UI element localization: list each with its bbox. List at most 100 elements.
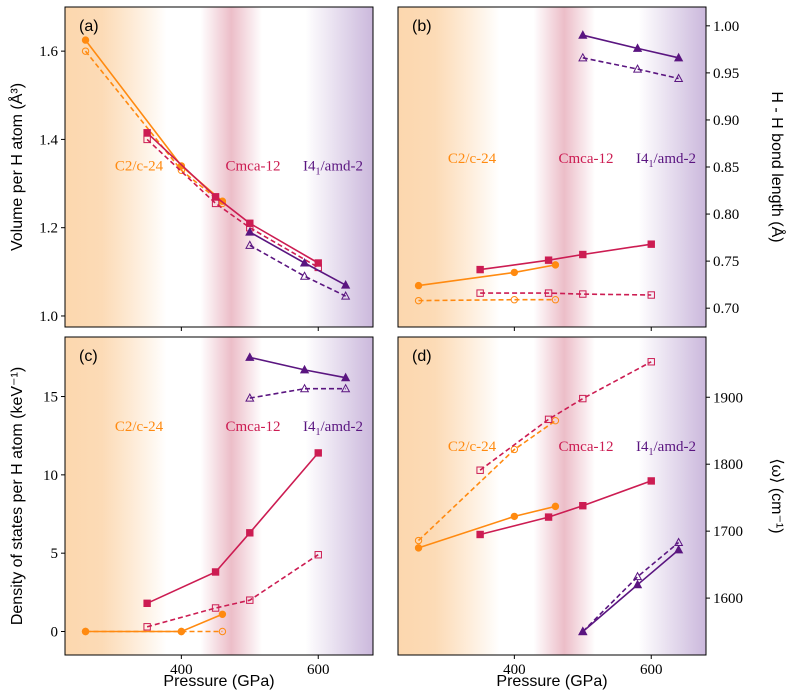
series-I41amd2-dashed xyxy=(578,537,684,636)
data-point xyxy=(245,393,255,402)
data-point xyxy=(673,52,684,62)
data-point xyxy=(632,571,643,581)
data-point xyxy=(245,240,255,249)
x-axis-label-left: Pressure (GPa) xyxy=(163,673,274,690)
plot-background xyxy=(65,7,373,327)
y-tick-label: 1900 xyxy=(713,390,743,406)
x-tick-label: 400 xyxy=(170,662,193,678)
data-point xyxy=(647,358,655,366)
y-tick-label: 1.00 xyxy=(713,19,739,35)
data-point xyxy=(245,227,255,236)
data-point xyxy=(647,291,655,299)
y-tick-label: 0.70 xyxy=(713,301,739,317)
y-axis-label: H - H bond length (Å) xyxy=(768,91,787,242)
data-point xyxy=(299,257,310,267)
data-point xyxy=(314,449,322,457)
series-line xyxy=(146,554,319,628)
data-point xyxy=(579,394,587,403)
data-point xyxy=(340,372,351,382)
y-tick-label: 1700 xyxy=(713,524,743,540)
plot-frame xyxy=(397,336,707,656)
series-Cmca12-solid xyxy=(476,477,655,539)
series-I41amd2-dashed xyxy=(245,383,351,402)
data-point xyxy=(673,537,684,547)
panel-a: 1.0 1.2 1.4 1.6 (a) C2/c-24 Cmca-12 I41/amd-2 Vo… xyxy=(7,6,374,331)
x-tick-label: 600 xyxy=(640,662,663,678)
data-point xyxy=(578,30,588,39)
data-point xyxy=(340,383,351,393)
series-I41amd2-solid xyxy=(578,30,684,62)
panel-d: 400 600 1600 1700 1800 1900 (d) C2/c-24 Cmca-12 I… xyxy=(397,336,785,678)
data-point xyxy=(414,281,423,290)
series-line xyxy=(146,138,319,269)
y-tick-label: 1600 xyxy=(713,591,743,607)
series-line xyxy=(417,420,556,542)
series-line xyxy=(480,292,652,296)
data-point xyxy=(544,513,553,521)
data-point xyxy=(340,280,351,289)
y-tick-label: 0.90 xyxy=(713,113,739,129)
data-point xyxy=(211,199,220,208)
data-point xyxy=(579,502,587,510)
phase-label: I41/amd-2 xyxy=(303,419,363,438)
data-point xyxy=(476,530,484,539)
data-point xyxy=(246,219,254,227)
data-point xyxy=(579,290,587,298)
data-point xyxy=(476,289,484,297)
data-point xyxy=(647,477,655,485)
y-tick-label: 15 xyxy=(43,390,58,406)
series-line xyxy=(479,243,652,271)
series-Cmca12-dashed xyxy=(143,135,322,272)
plot-frame xyxy=(64,336,374,656)
series-line xyxy=(418,298,556,302)
data-point xyxy=(143,623,151,631)
y-axis-label: Density of states per H atom (keV⁻¹) xyxy=(9,367,26,625)
data-point xyxy=(299,271,310,280)
series-I41amd2-solid xyxy=(245,352,351,382)
data-point xyxy=(544,256,553,264)
data-point xyxy=(544,415,553,424)
series-C2c24-dashed xyxy=(81,627,227,636)
data-point xyxy=(551,296,560,304)
data-point xyxy=(143,599,151,608)
data-point xyxy=(579,250,587,259)
phase-label: C2/c-24 xyxy=(448,151,497,167)
data-point xyxy=(551,502,560,511)
series-Cmca12-dashed xyxy=(143,551,322,631)
phase-label: C2/c-24 xyxy=(448,439,497,455)
phase-label: C2/c-24 xyxy=(115,158,164,174)
series-line xyxy=(479,480,652,536)
data-point xyxy=(632,43,643,52)
data-point xyxy=(510,296,519,304)
data-point xyxy=(245,352,255,361)
y-tick-label: 0.95 xyxy=(713,66,739,82)
x-tick-label: 600 xyxy=(307,662,330,678)
data-point xyxy=(414,544,423,552)
data-point xyxy=(673,544,684,554)
series-line xyxy=(582,541,680,633)
data-point xyxy=(510,512,519,521)
data-point xyxy=(177,627,186,636)
panel-b: 0.70 0.75 0.80 0.85 0.90 0.95 1.00 (b) C2/c-24 Cm… xyxy=(397,6,787,331)
x-axis-label-right: Pressure (GPa) xyxy=(496,673,607,690)
y-tick-label: 0 xyxy=(51,625,59,641)
series-Cmca12-solid xyxy=(476,240,655,274)
panel-label: (b) xyxy=(412,18,432,35)
series-line xyxy=(249,244,346,297)
data-point xyxy=(632,579,643,589)
plot-background xyxy=(65,337,373,655)
panel-label: (d) xyxy=(412,348,432,365)
series-C2c24-solid xyxy=(414,502,560,552)
series-C2c24-dashed xyxy=(81,47,227,208)
y-axis-label: ⟨ω⟩ (cm⁻¹) xyxy=(768,458,785,533)
series-Cmca12-solid xyxy=(143,129,322,267)
y-axis-label: Volume per H atom (Å³) xyxy=(7,83,26,251)
data-point xyxy=(143,135,151,144)
phase-label: Cmca-12 xyxy=(226,158,281,174)
data-point xyxy=(299,383,310,393)
y-tick-label: 1.2 xyxy=(39,221,58,237)
data-point xyxy=(647,240,655,248)
panel-label: (a) xyxy=(79,18,99,35)
data-point xyxy=(578,52,588,62)
data-point xyxy=(414,536,423,545)
